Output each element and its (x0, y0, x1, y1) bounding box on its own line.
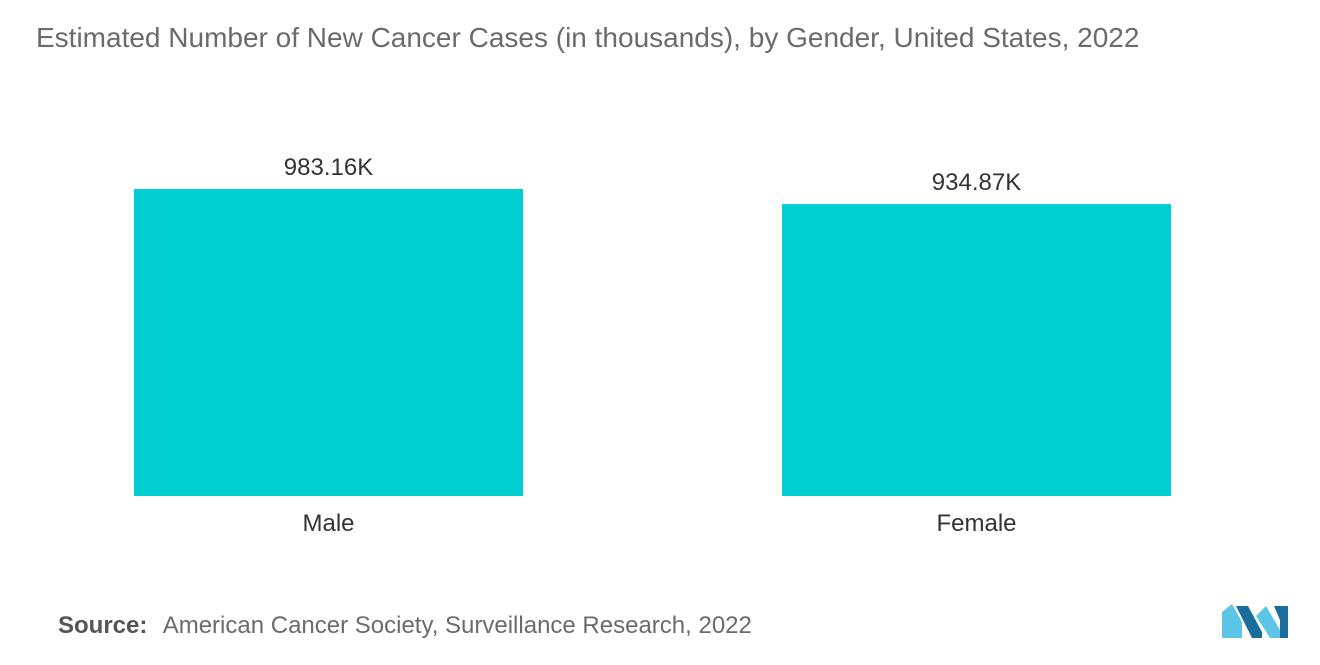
x-tick-label-female: Female (936, 510, 1016, 537)
brand-logo (1222, 604, 1288, 638)
source-text: American Cancer Society, Surveillance Re… (162, 612, 752, 639)
data-label-female: 934.87K (932, 169, 1021, 196)
x-tick-label-male: Male (302, 510, 354, 537)
bar-chart: 983.16K Male 934.87K Female (134, 154, 1171, 537)
source-label: Source: (58, 612, 148, 639)
chart-title: Estimated Number of New Cancer Cases (in… (36, 22, 1140, 53)
bar-female (782, 204, 1171, 496)
data-label-male: 983.16K (284, 154, 373, 181)
bar-male (134, 189, 523, 496)
source-note: Source: American Cancer Society, Surveil… (58, 612, 752, 640)
